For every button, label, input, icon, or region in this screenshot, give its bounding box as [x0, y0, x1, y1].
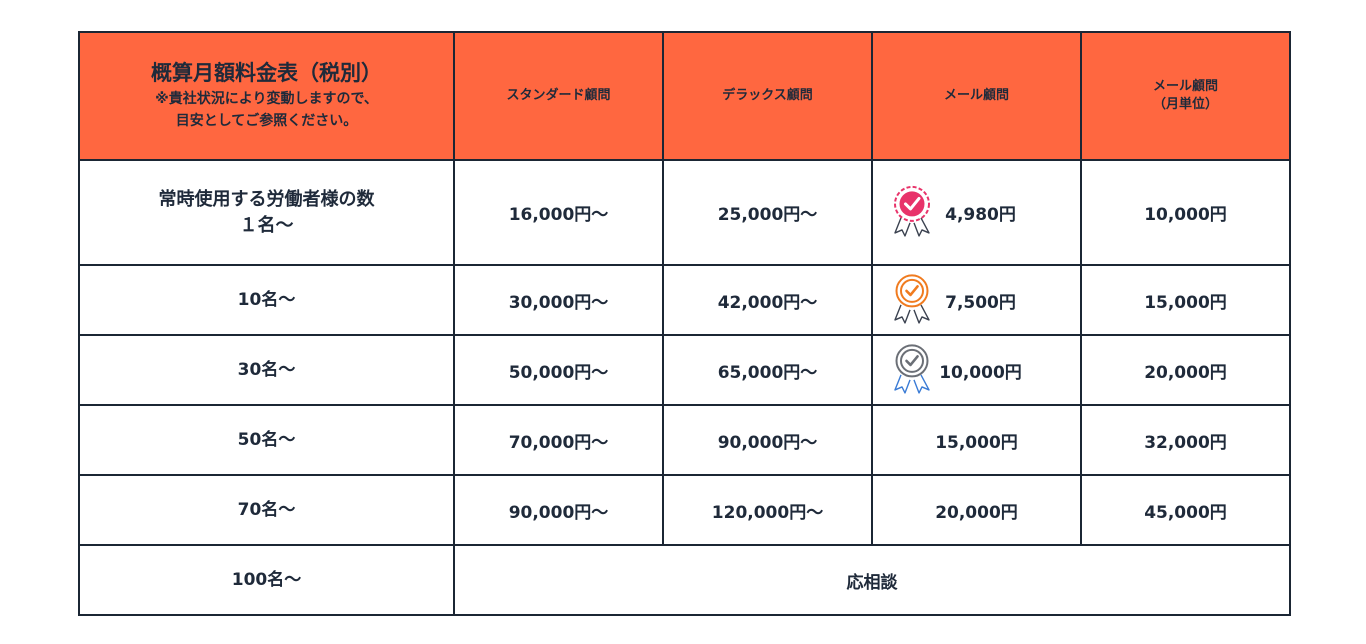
price-mail-cell: 7,500円 [871, 264, 1082, 336]
row-label: 常時使用する労働者様の数 １名〜 [158, 188, 375, 236]
award-badge-orange-icon [894, 274, 930, 324]
price-deluxe: 25,000円〜 [662, 159, 873, 266]
price-mail: 4,980円 [945, 205, 1016, 225]
price-mail-cell: 4,980円 [871, 159, 1082, 266]
row-label: 50名〜 [237, 430, 296, 450]
column-header-label: スタンダード顧問 [506, 88, 611, 103]
column-header-standard: スタンダード顧問 [453, 31, 664, 161]
row-label-cell: 10名〜 [78, 264, 455, 336]
price-deluxe: 90,000円〜 [662, 404, 873, 476]
row-label-cell: 常時使用する労働者様の数 １名〜 [78, 159, 455, 266]
column-header-mail-monthly: メール顧問 （月単位） [1080, 31, 1291, 161]
row-label-cell: 30名〜 [78, 334, 455, 406]
consultation-cell: 応相談 [453, 544, 1291, 616]
table-row: 100名〜 応相談 [78, 544, 1291, 616]
table-row: 50名〜 70,000円〜 90,000円〜 15,000円 32,000円 [78, 404, 1291, 476]
table-row: 常時使用する労働者様の数 １名〜 16,000円〜 25,000円〜 4,980… [78, 159, 1291, 266]
row-label: 70名〜 [237, 500, 296, 520]
price-standard: 50,000円〜 [453, 334, 664, 406]
column-header-mail: メール顧問 [871, 31, 1082, 161]
price-mail-monthly: 20,000円 [1080, 334, 1291, 406]
table-row: 70名〜 90,000円〜 120,000円〜 20,000円 45,000円 [78, 474, 1291, 546]
price-mail-monthly: 10,000円 [1080, 159, 1291, 266]
column-header-label: デラックス顧問 [722, 88, 813, 103]
price-standard: 70,000円〜 [453, 404, 664, 476]
row-label: 10名〜 [237, 290, 296, 310]
award-badge-pink-icon [894, 185, 930, 237]
header-row: 概算月額料金表（税別） ※貴社状況により変動しますので、 目安としてご参照くださ… [78, 31, 1291, 161]
price-mail-cell: 10,000円 [871, 334, 1082, 406]
price-table: 概算月額料金表（税別） ※貴社状況により変動しますので、 目安としてご参照くださ… [78, 31, 1291, 616]
price-standard: 30,000円〜 [453, 264, 664, 336]
price-mail-monthly: 45,000円 [1080, 474, 1291, 546]
row-label-cell: 100名〜 [78, 544, 455, 616]
table-row: 10名〜 30,000円〜 42,000円〜 7,500円 15,000円 [78, 264, 1291, 336]
price-mail: 10,000円 [939, 362, 1022, 383]
row-label-cell: 70名〜 [78, 474, 455, 546]
price-deluxe: 65,000円〜 [662, 334, 873, 406]
price-mail: 20,000円 [871, 474, 1082, 546]
column-header-label: メール顧問 [943, 88, 1009, 103]
price-mail-monthly: 32,000円 [1080, 404, 1291, 476]
price-standard: 16,000円〜 [453, 159, 664, 266]
table-title: 概算月額料金表（税別） [151, 61, 382, 85]
price-mail: 7,500円 [945, 292, 1016, 313]
row-label: 100名〜 [231, 570, 302, 590]
row-label: 30名〜 [237, 360, 296, 380]
column-header-label: メール顧問 （月単位） [1152, 79, 1218, 112]
price-mail-monthly: 15,000円 [1080, 264, 1291, 336]
table-title-cell: 概算月額料金表（税別） ※貴社状況により変動しますので、 目安としてご参照くださ… [78, 31, 455, 161]
price-mail: 15,000円 [871, 404, 1082, 476]
price-standard: 90,000円〜 [453, 474, 664, 546]
row-label-cell: 50名〜 [78, 404, 455, 476]
table-row: 30名〜 50,000円〜 65,000円〜 10,000円 20,000円 [78, 334, 1291, 406]
table-note: ※貴社状況により変動しますので、 目安としてご参照ください。 [155, 91, 378, 129]
price-deluxe: 42,000円〜 [662, 264, 873, 336]
price-deluxe: 120,000円〜 [662, 474, 873, 546]
column-header-deluxe: デラックス顧問 [662, 31, 873, 161]
award-badge-gray-icon [894, 344, 930, 394]
